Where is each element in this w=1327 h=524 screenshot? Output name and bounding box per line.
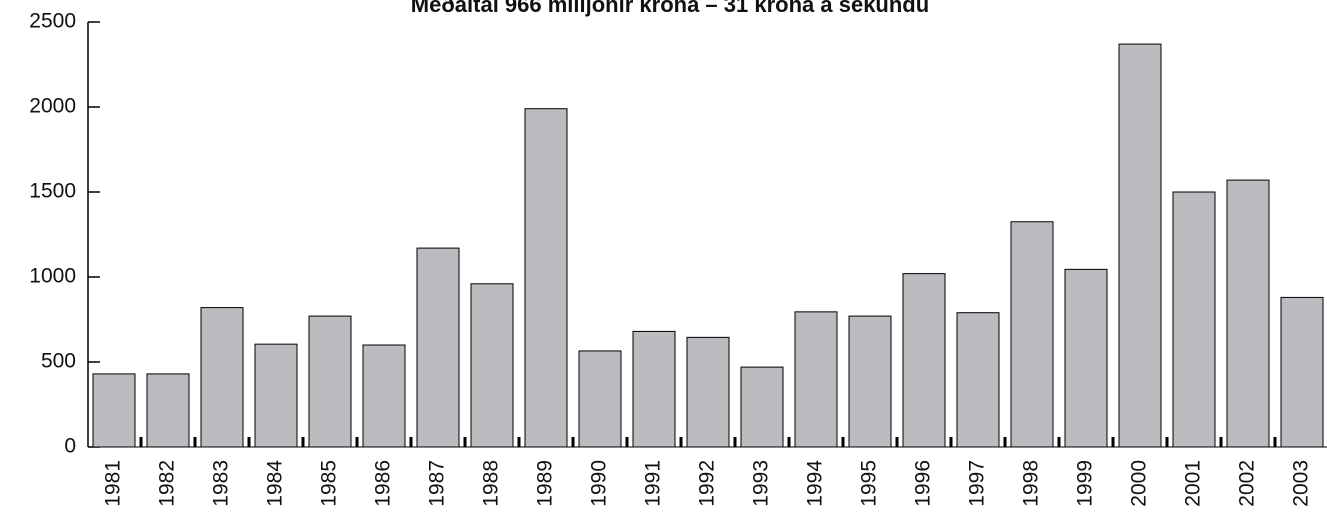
bar bbox=[686, 336, 730, 448]
x-tick-label: 1988 bbox=[480, 460, 503, 507]
x-tick-label: 1999 bbox=[1074, 460, 1097, 507]
x-tick-label: 1990 bbox=[588, 460, 611, 507]
y-tick-label: 0 bbox=[64, 435, 76, 458]
x-tick-label: 1993 bbox=[750, 460, 773, 507]
x-tick-label: 2000 bbox=[1128, 460, 1151, 507]
x-tick-label: 2002 bbox=[1236, 460, 1259, 507]
bar bbox=[416, 247, 460, 448]
x-tick-label: 2003 bbox=[1290, 460, 1313, 507]
x-tick-label: 1983 bbox=[210, 460, 233, 507]
x-tick-label: 1992 bbox=[696, 460, 719, 507]
x-tick-label: 1994 bbox=[804, 460, 827, 507]
bar bbox=[578, 350, 622, 448]
x-tick-label: 1981 bbox=[102, 460, 125, 507]
bar bbox=[1064, 268, 1108, 448]
bar bbox=[740, 366, 784, 448]
y-tick-label: 500 bbox=[41, 350, 76, 373]
x-tick-label: 1984 bbox=[264, 460, 287, 507]
x-tick-label: 1998 bbox=[1020, 460, 1043, 507]
bar bbox=[146, 373, 190, 448]
bar bbox=[902, 273, 946, 448]
y-tick-label: 1500 bbox=[29, 180, 76, 203]
x-tick-label: 1982 bbox=[156, 460, 179, 507]
bar bbox=[1010, 221, 1054, 448]
x-tick-label: 1991 bbox=[642, 460, 665, 507]
bar bbox=[362, 344, 406, 448]
bar bbox=[956, 312, 1000, 448]
x-tick-label: 1986 bbox=[372, 460, 395, 507]
bar bbox=[1280, 296, 1324, 448]
bar bbox=[794, 311, 838, 448]
x-tick-label: 1995 bbox=[858, 460, 881, 507]
bar bbox=[308, 315, 352, 448]
y-tick-label: 2500 bbox=[29, 10, 76, 33]
y-tick-label: 2000 bbox=[29, 95, 76, 118]
x-tick-label: 2001 bbox=[1182, 460, 1205, 507]
bar bbox=[632, 330, 676, 448]
bar bbox=[524, 108, 568, 448]
x-tick-label: 1997 bbox=[966, 460, 989, 507]
bar bbox=[1118, 43, 1162, 448]
bar bbox=[92, 373, 136, 448]
bar bbox=[470, 283, 514, 448]
x-tick-label: 1985 bbox=[318, 460, 341, 507]
chart-title: Meðaltal 966 milljónir króna – 31 króna … bbox=[411, 0, 929, 17]
bar bbox=[1226, 179, 1270, 448]
y-tick-label: 1000 bbox=[29, 265, 76, 288]
bar bbox=[1172, 191, 1216, 448]
bar bbox=[848, 315, 892, 448]
bar bbox=[254, 343, 298, 448]
bar bbox=[200, 307, 244, 448]
x-tick-label: 1996 bbox=[912, 460, 935, 507]
x-tick-label: 1989 bbox=[534, 460, 557, 507]
x-tick-label: 1987 bbox=[426, 460, 449, 507]
